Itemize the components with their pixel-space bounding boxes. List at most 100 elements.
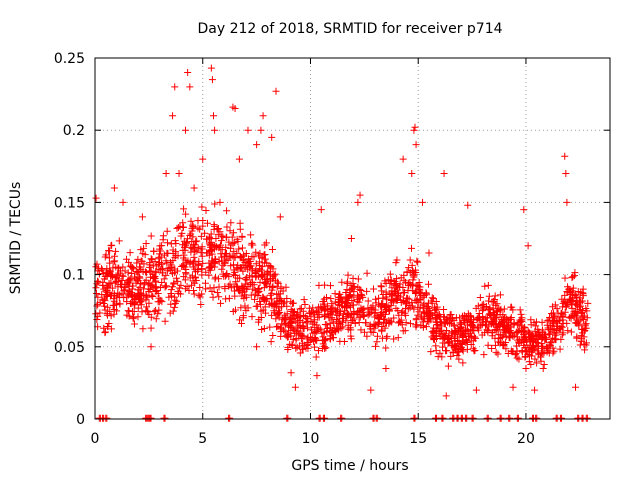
data-point <box>211 200 219 208</box>
data-point <box>419 293 427 301</box>
data-point <box>471 333 479 341</box>
data-point <box>260 295 268 303</box>
data-point <box>336 320 344 328</box>
data-point <box>150 247 158 255</box>
data-point <box>377 308 385 316</box>
data-point <box>195 291 203 299</box>
data-point <box>236 274 244 282</box>
data-point <box>563 319 571 327</box>
data-point <box>521 353 529 361</box>
data-point <box>268 245 276 253</box>
data-point <box>405 282 413 290</box>
data-point <box>119 263 127 271</box>
data-point <box>116 300 124 308</box>
data-point <box>231 238 239 246</box>
data-point <box>489 297 497 305</box>
data-point <box>544 324 552 332</box>
data-point <box>198 252 206 260</box>
data-point <box>182 269 190 277</box>
data-point <box>272 315 280 323</box>
data-point <box>171 237 179 245</box>
data-point <box>257 126 265 134</box>
data-point <box>202 206 210 214</box>
data-point <box>300 296 308 304</box>
data-point <box>162 170 170 178</box>
data-point <box>183 239 191 247</box>
data-point <box>140 260 148 268</box>
data-point <box>397 316 405 324</box>
data-point <box>499 311 507 319</box>
data-point <box>441 320 449 328</box>
data-point <box>167 289 175 297</box>
data-point <box>338 297 346 305</box>
data-point <box>225 238 233 246</box>
data-point <box>171 303 179 311</box>
data-point <box>112 277 120 285</box>
data-point <box>576 297 584 305</box>
data-point <box>362 319 370 327</box>
data-point <box>149 284 157 292</box>
data-point <box>324 324 332 332</box>
data-point <box>520 323 528 331</box>
data-point <box>372 342 380 350</box>
data-point <box>577 337 585 345</box>
data-point <box>145 299 153 307</box>
data-point <box>241 259 249 267</box>
data-point <box>432 342 440 350</box>
data-point <box>377 282 385 290</box>
data-point <box>318 329 326 337</box>
data-point <box>520 334 528 342</box>
data-point <box>250 281 258 289</box>
data-point <box>356 191 364 199</box>
data-point <box>251 268 259 276</box>
data-point <box>278 320 286 328</box>
data-point <box>358 309 366 317</box>
data-point <box>391 278 399 286</box>
data-point <box>142 268 150 276</box>
data-point <box>203 235 211 243</box>
data-point <box>384 276 392 284</box>
data-point <box>411 289 419 297</box>
data-point <box>95 270 103 278</box>
data-point <box>573 312 581 320</box>
data-point <box>336 308 344 316</box>
data-point <box>555 317 563 325</box>
data-point <box>248 313 256 321</box>
data-point <box>539 364 547 372</box>
data-point <box>235 245 243 253</box>
data-point <box>177 290 185 298</box>
data-point <box>160 275 168 283</box>
data-point <box>208 76 216 84</box>
data-point <box>230 247 238 255</box>
data-point <box>193 247 201 255</box>
data-point <box>147 414 155 422</box>
data-point <box>302 319 310 327</box>
data-point <box>506 334 514 342</box>
data-point <box>380 319 388 327</box>
data-point <box>139 250 147 258</box>
data-point <box>232 306 240 314</box>
data-point <box>533 359 541 367</box>
data-point <box>135 263 143 271</box>
data-point <box>202 285 210 293</box>
data-point <box>155 298 163 306</box>
data-point <box>289 308 297 316</box>
data-point <box>393 296 401 304</box>
data-point <box>506 315 514 323</box>
data-point <box>179 219 187 227</box>
data-point <box>349 301 357 309</box>
data-point <box>371 309 379 317</box>
data-point <box>511 331 519 339</box>
data-point <box>317 206 325 214</box>
data-point <box>360 328 368 336</box>
data-point <box>472 334 480 342</box>
data-point <box>399 155 407 163</box>
data-point <box>197 300 205 308</box>
data-point <box>280 298 288 306</box>
data-point <box>130 308 138 316</box>
data-point <box>161 414 169 422</box>
data-point <box>583 414 591 422</box>
data-point <box>533 338 541 346</box>
data-point <box>558 331 566 339</box>
data-point <box>240 294 248 302</box>
